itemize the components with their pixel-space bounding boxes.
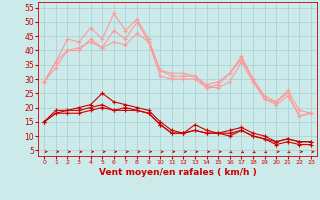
X-axis label: Vent moyen/en rafales ( km/h ): Vent moyen/en rafales ( km/h )	[99, 168, 256, 177]
